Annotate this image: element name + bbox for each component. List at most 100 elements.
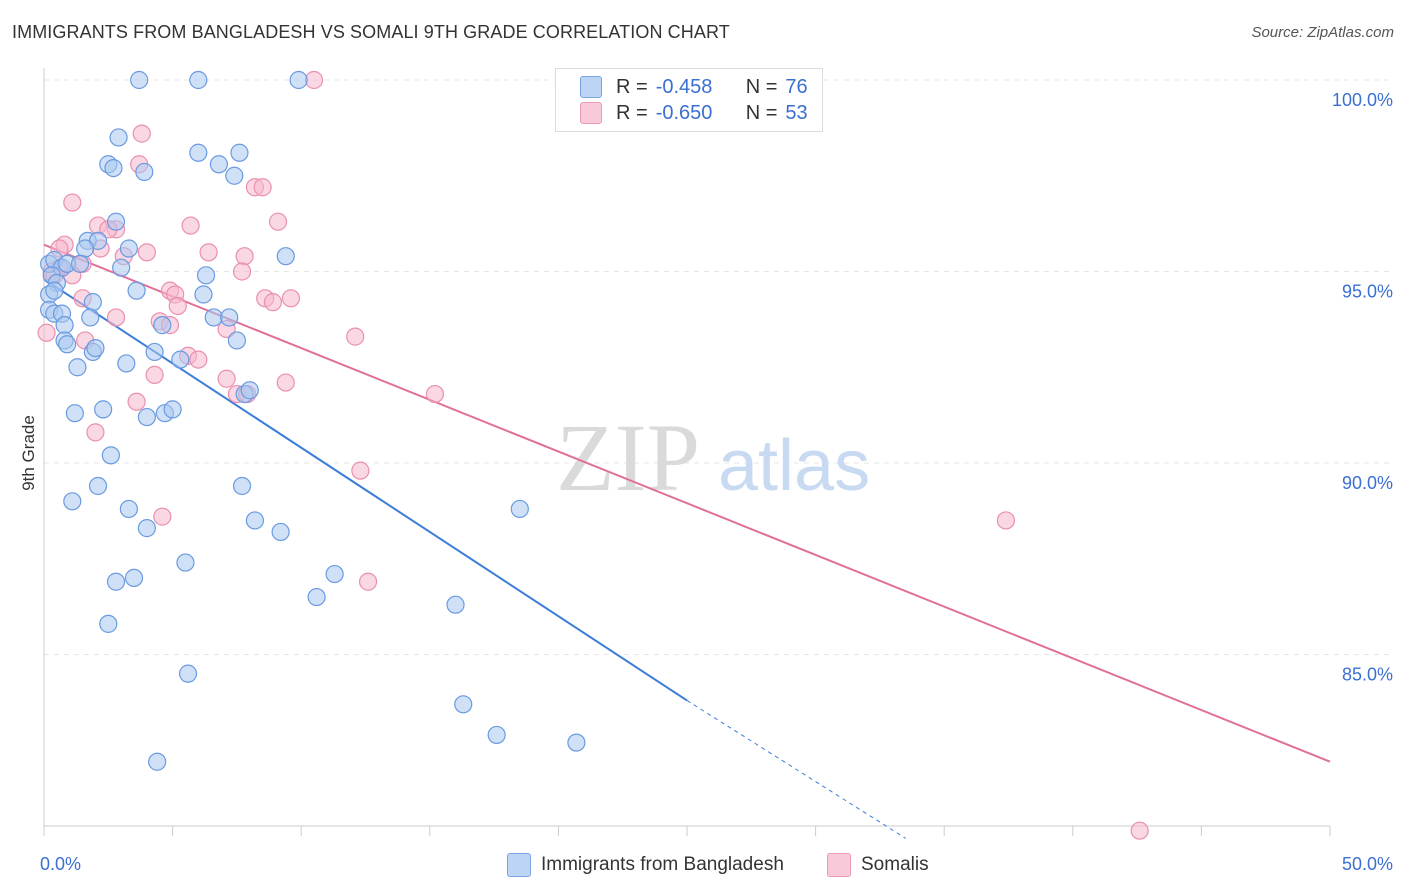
- bottom-legend-somalis: Somalis: [827, 852, 929, 878]
- point-bangladesh: [101, 446, 120, 465]
- point-bangladesh: [109, 128, 128, 147]
- legend-r-label: R =: [616, 75, 648, 98]
- point-bangladesh: [454, 695, 473, 714]
- point-bangladesh: [171, 350, 190, 369]
- bottom-legend-bangladesh: Immigrants from Bangladesh: [507, 852, 784, 878]
- point-somalis: [106, 308, 126, 327]
- legend-r-value: -0.458: [655, 75, 713, 98]
- gridlines: [44, 79, 1390, 655]
- point-bangladesh: [106, 572, 126, 591]
- point-somalis: [346, 327, 365, 346]
- point-somalis: [217, 369, 236, 388]
- point-somalis: [253, 178, 272, 197]
- legend-row-bangladesh: R = -0.458 N = 76: [580, 75, 808, 99]
- bottom-legend-swatch-pink: [827, 853, 851, 877]
- legend-n-label: N =: [745, 75, 778, 98]
- trendline-somalis: [43, 243, 1331, 763]
- bottom-legend-label: Somalis: [861, 854, 929, 875]
- y-tick-label: 95.0%: [1342, 282, 1393, 302]
- legend-swatch-pink: [580, 102, 602, 124]
- legend-row-somalis: R = -0.650 N = 53: [580, 101, 808, 125]
- legend-swatch-blue: [580, 76, 602, 98]
- point-bangladesh: [65, 404, 84, 423]
- bottom-legend-label: Immigrants from Bangladesh: [541, 854, 784, 875]
- watermark-zip: ZIP: [556, 404, 700, 511]
- point-somalis: [304, 70, 324, 90]
- legend-n-value: 53: [785, 101, 808, 124]
- point-somalis: [63, 193, 82, 212]
- point-bangladesh: [68, 358, 87, 377]
- point-bangladesh: [76, 239, 95, 258]
- point-somalis: [235, 247, 254, 266]
- point-bangladesh: [232, 476, 252, 496]
- point-bangladesh: [137, 407, 156, 427]
- point-bangladesh: [55, 316, 74, 335]
- legend-n-label: N =: [745, 101, 778, 124]
- point-bangladesh: [446, 595, 465, 614]
- point-somalis: [145, 365, 164, 385]
- point-bangladesh: [127, 281, 146, 300]
- point-somalis: [996, 511, 1016, 530]
- axes: [43, 68, 1331, 836]
- point-bangladesh: [106, 212, 126, 231]
- point-somalis: [37, 323, 56, 342]
- point-somalis: [263, 293, 283, 312]
- point-bangladesh: [86, 339, 105, 358]
- point-bangladesh: [88, 476, 108, 496]
- point-bangladesh: [63, 492, 82, 511]
- point-bangladesh: [227, 331, 246, 350]
- point-bangladesh: [567, 733, 586, 752]
- point-bangladesh: [209, 155, 228, 174]
- point-bangladesh: [204, 308, 223, 327]
- point-somalis: [351, 461, 370, 480]
- point-somalis: [268, 212, 288, 231]
- correlation-legend: R = -0.458 N = 76 R = -0.650 N = 53: [555, 68, 823, 132]
- legend-r-label: R =: [616, 101, 648, 124]
- legend-n-value: 76: [785, 75, 808, 98]
- point-bangladesh: [104, 158, 123, 178]
- point-bangladesh: [119, 499, 138, 519]
- point-bangladesh: [225, 166, 244, 185]
- point-somalis: [276, 373, 295, 392]
- y-tick-label: 85.0%: [1342, 665, 1393, 685]
- point-bangladesh: [83, 293, 102, 312]
- point-bangladesh: [153, 316, 172, 335]
- point-bangladesh: [94, 400, 113, 419]
- point-somalis: [189, 350, 208, 369]
- point-somalis: [137, 243, 156, 262]
- point-somalis: [281, 289, 301, 308]
- y-tick-label: 90.0%: [1342, 473, 1393, 493]
- point-bangladesh: [163, 400, 182, 419]
- legend-r-value: -0.650: [655, 101, 713, 124]
- point-bangladesh: [189, 70, 208, 90]
- point-somalis: [86, 423, 105, 442]
- bottom-legend-swatch-blue: [507, 853, 531, 877]
- x-tick-label: 0.0%: [40, 854, 81, 874]
- point-bangladesh: [220, 308, 239, 327]
- point-bangladesh: [135, 162, 154, 182]
- point-somalis: [358, 572, 378, 591]
- point-bangladesh: [176, 553, 195, 572]
- point-somalis: [127, 392, 146, 411]
- watermark: ZIP atlas: [556, 404, 870, 511]
- point-bangladesh: [276, 247, 295, 266]
- point-bangladesh: [70, 254, 90, 273]
- point-bangladesh: [307, 587, 326, 607]
- chart-title: IMMIGRANTS FROM BANGLADESH VS SOMALI 9TH…: [12, 22, 730, 42]
- point-bangladesh: [58, 335, 77, 354]
- point-somalis: [181, 216, 200, 235]
- point-somalis: [132, 124, 151, 143]
- point-somalis: [153, 507, 172, 526]
- data-points: [37, 70, 1149, 840]
- point-bangladesh: [189, 143, 208, 162]
- point-bangladesh: [99, 614, 118, 633]
- point-bangladesh: [245, 511, 265, 530]
- point-bangladesh: [112, 258, 131, 277]
- point-bangladesh: [119, 239, 138, 258]
- point-bangladesh: [194, 285, 213, 304]
- y-axis-title: 9th Grade: [19, 415, 38, 491]
- point-bangladesh: [130, 70, 149, 90]
- point-bangladesh: [271, 522, 290, 542]
- point-bangladesh: [81, 308, 100, 327]
- point-bangladesh: [117, 354, 136, 373]
